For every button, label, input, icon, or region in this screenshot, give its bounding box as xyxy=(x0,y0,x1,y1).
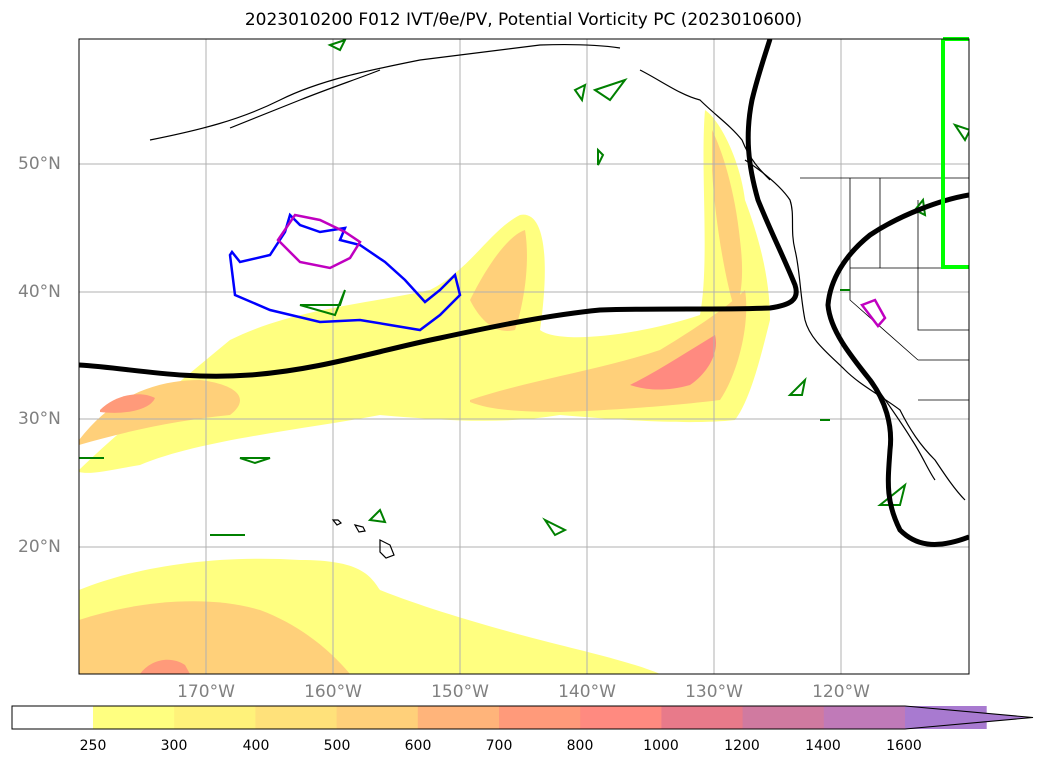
colorbar-tick-label: 600 xyxy=(404,738,432,754)
magenta-contour xyxy=(276,213,362,270)
us-west-coast xyxy=(794,249,966,501)
colorbar-tick-label: 250 xyxy=(79,738,107,754)
colorbar-tick-label: 800 xyxy=(566,738,594,754)
colorbar-segment xyxy=(661,706,744,729)
pv-contour xyxy=(787,376,807,396)
pv-contour xyxy=(597,147,605,166)
colorbar-segment xyxy=(93,706,175,729)
colorbar-segment xyxy=(255,706,338,729)
magenta-contour-east xyxy=(859,298,887,328)
lon-label: 170°W xyxy=(177,682,235,702)
alaska-panhandle xyxy=(639,69,771,181)
blue-contour xyxy=(228,212,462,332)
colorbar-segment-under xyxy=(12,706,93,729)
ivt-band-north xyxy=(470,230,527,331)
colorbar-tick-label: 1000 xyxy=(643,738,679,754)
colorbar-segment xyxy=(417,706,500,729)
colorbar xyxy=(11,705,1034,730)
bc-coast xyxy=(744,159,796,251)
colorbar-tick-label: 1200 xyxy=(724,738,760,754)
pv-contour xyxy=(592,78,628,102)
lat-label: 40°N xyxy=(18,282,61,302)
alaska-coast xyxy=(149,44,621,141)
plot-frame xyxy=(78,38,970,675)
colorbar-outline xyxy=(11,705,1034,730)
pv-contour xyxy=(367,508,387,524)
colorbar-segment xyxy=(499,706,581,729)
coastlines xyxy=(149,44,969,559)
lat-label: 20°N xyxy=(18,537,61,557)
lon-label: 140°W xyxy=(558,682,616,702)
lon-label: 120°W xyxy=(812,682,870,702)
ivt-field xyxy=(79,110,770,674)
colorbar-segment xyxy=(336,706,419,729)
state-borders xyxy=(849,178,969,401)
lon-label: 160°W xyxy=(304,682,362,702)
colorbar-segment xyxy=(174,706,256,729)
pv-contours xyxy=(79,39,969,537)
black-contour-main xyxy=(79,39,799,379)
pv-contour xyxy=(299,289,346,317)
ivt-band-500 xyxy=(79,380,240,445)
graticule xyxy=(79,39,969,674)
colorbar-tick-label: 700 xyxy=(485,738,513,754)
lon-label: 150°W xyxy=(431,682,489,702)
ivt-band-south-max xyxy=(140,659,190,674)
lime-box xyxy=(941,37,969,269)
pv-contour xyxy=(239,457,271,465)
lon-label: 130°W xyxy=(685,682,743,702)
colorbar-tick-label: 300 xyxy=(160,738,188,754)
ivt-band-south-500 xyxy=(79,601,350,674)
colorbar-tick-label: 400 xyxy=(242,738,270,754)
pv-contour xyxy=(542,517,568,537)
colorbar-tick-label: 1400 xyxy=(805,738,841,754)
map-title: 2023010200 F012 IVT/θe/PV, Potential Vor… xyxy=(244,10,803,30)
pv-contour xyxy=(573,83,587,103)
lat-label: 50°N xyxy=(18,154,61,174)
colorbar-segment xyxy=(742,706,825,729)
black-contour-second xyxy=(825,192,969,547)
pv-contour xyxy=(327,39,347,52)
lat-label: 30°N xyxy=(18,409,61,429)
ivt-band-max1 xyxy=(100,394,155,413)
colorbar-tick-label: 500 xyxy=(323,738,351,754)
colorbar-segment xyxy=(823,706,906,729)
black-contour xyxy=(79,39,969,547)
colorbar-tick-label: 1600 xyxy=(886,738,922,754)
ivt-band-coast xyxy=(712,130,743,310)
pv-contour xyxy=(952,123,969,142)
colorbar-segment xyxy=(580,706,662,729)
ivt-band-east-max xyxy=(630,335,716,390)
aleutians xyxy=(229,69,381,129)
colorbar-extend-arrow xyxy=(905,706,1033,729)
hawaii xyxy=(331,519,395,559)
